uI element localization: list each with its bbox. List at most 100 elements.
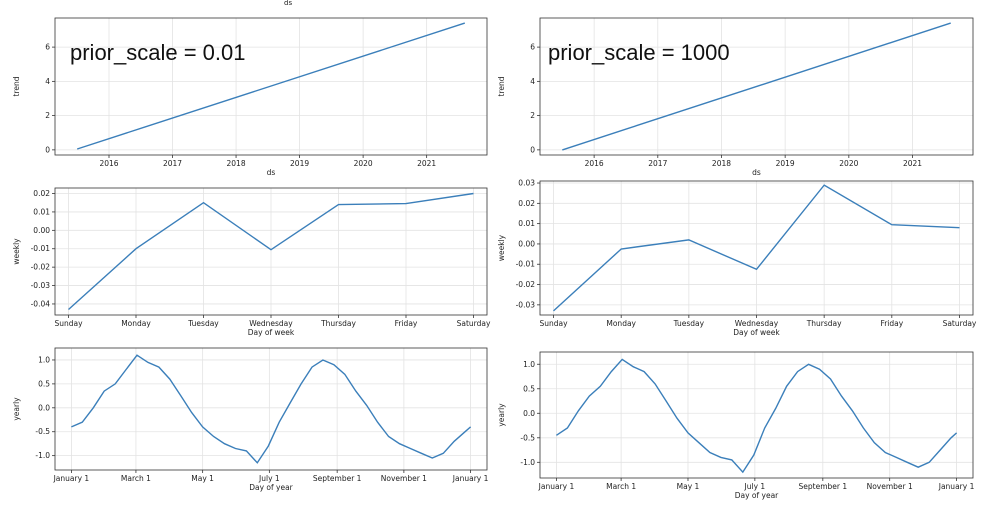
xtick-label-2-1: March 1 (121, 474, 151, 483)
data-point-5-33 (918, 467, 919, 468)
xtick-label-0-4: 2020 (354, 159, 373, 168)
data-point-2-20 (290, 402, 291, 403)
data-point-4-4 (824, 184, 825, 185)
data-point-2-26 (355, 390, 356, 391)
data-point-2-4 (115, 383, 116, 384)
yaxis-title-3: trend (497, 76, 506, 96)
data-point-2-34 (443, 453, 444, 454)
xtick-label-2-6: January 1 (452, 474, 489, 483)
xtick-label-4-6: Saturday (943, 319, 977, 328)
xaxis-title-0: ds (267, 168, 276, 177)
data-point-5-3 (589, 396, 590, 397)
data-point-5-5 (611, 371, 612, 372)
ytick-label-5-0: -1.0 (520, 458, 535, 467)
ytick-label-2-2: 0.0 (38, 403, 50, 412)
data-point-2-10 (180, 395, 181, 396)
data-point-5-27 (852, 410, 853, 411)
data-point-2-24 (333, 364, 334, 365)
data-point-5-22 (797, 371, 798, 372)
right-panel-title: prior_scale = 1000 (548, 40, 730, 65)
data-point-2-18 (268, 445, 269, 446)
data-point-2-21 (300, 383, 301, 384)
data-point-2-31 (410, 448, 411, 449)
data-point-5-29 (874, 442, 875, 443)
xaxis-title-2: Day of year (249, 483, 293, 492)
xtick-label-5-3: July 1 (744, 482, 766, 491)
data-point-2-16 (246, 450, 247, 451)
data-point-5-2 (578, 410, 579, 411)
data-point-4-0 (553, 310, 554, 311)
xtick-label-1-1: Monday (121, 319, 151, 328)
data-point-5-12 (687, 432, 688, 433)
data-point-4-6 (959, 227, 960, 228)
data-point-4-1 (621, 248, 622, 249)
xtick-label-2-4: September 1 (313, 474, 362, 483)
data-point-5-28 (863, 427, 864, 428)
xaxis-title-1: Day of week (248, 328, 295, 337)
ytick-label-2-3: 0.5 (38, 379, 50, 388)
xtick-label-0-0: 2016 (99, 159, 118, 168)
data-point-2-35 (454, 441, 455, 442)
xtick-label-5-2: May 1 (677, 482, 700, 491)
data-point-2-33 (432, 457, 433, 458)
xtick-label-0-3: 2019 (290, 159, 309, 168)
data-point-2-37 (470, 426, 471, 427)
xtick-label-2-2: May 1 (191, 474, 214, 483)
xtick-label-1-3: Wednesday (249, 319, 293, 328)
xtick-label-1-5: Friday (395, 319, 418, 328)
data-point-2-11 (191, 412, 192, 413)
xtick-label-0-2: 2018 (227, 159, 246, 168)
axes-frame-2 (54, 347, 488, 471)
data-point-1-0 (68, 309, 69, 310)
ytick-label-2-4: 1.0 (38, 355, 50, 364)
data-point-0-0 (77, 148, 78, 149)
data-point-2-15 (235, 448, 236, 449)
yaxis-title-1: weekly (12, 238, 21, 265)
xtick-label-4-4: Thursday (806, 319, 842, 328)
xtick-label-2-0: January 1 (53, 474, 90, 483)
yaxis-title-2: yearly (12, 397, 21, 421)
series-line-4 (553, 184, 960, 312)
data-point-5-0 (556, 435, 557, 436)
series-line-3 (562, 22, 951, 151)
ytick-label-2-0: -1.0 (35, 451, 50, 460)
xtick-label-3-0: 2016 (585, 159, 604, 168)
ytick-label-4-3: 0.00 (518, 239, 535, 248)
data-point-2-3 (104, 390, 105, 391)
ytick-label-4-4: 0.01 (518, 219, 535, 228)
data-point-2-2 (93, 407, 94, 408)
data-point-5-30 (885, 452, 886, 453)
data-point-2-9 (169, 378, 170, 379)
series-line-0 (76, 22, 466, 150)
series-line-5 (556, 358, 958, 474)
data-point-2-6 (136, 355, 137, 356)
ytick-label-5-4: 1.0 (523, 360, 535, 369)
yaxis-title-4: weekly (497, 234, 506, 261)
data-point-5-37 (956, 432, 957, 433)
ytick-label-3-0: 0 (530, 145, 535, 154)
xtick-label-2-3: July 1 (258, 474, 280, 483)
data-point-2-13 (213, 436, 214, 437)
xtick-label-4-0: Sunday (539, 319, 568, 328)
data-point-2-0 (71, 426, 72, 427)
ytick-label-5-3: 0.5 (523, 384, 535, 393)
data-point-2-27 (366, 405, 367, 406)
xtick-label-3-4: 2020 (839, 159, 858, 168)
ytick-label-0-0: 0 (45, 145, 50, 154)
xaxis-title-3: ds (752, 168, 761, 177)
data-point-5-18 (753, 454, 754, 455)
data-point-5-6 (622, 359, 623, 360)
data-point-5-9 (655, 383, 656, 384)
left-panel-title: prior_scale = 0.01 (70, 40, 246, 65)
data-point-2-23 (322, 359, 323, 360)
data-point-2-32 (421, 453, 422, 454)
data-point-1-1 (135, 248, 136, 249)
xtick-label-4-3: Wednesday (735, 319, 779, 328)
series-line-2 (71, 354, 472, 464)
data-point-1-2 (203, 202, 204, 203)
data-point-0-1 (464, 23, 465, 24)
ytick-label-1-5: 0.01 (33, 207, 50, 216)
data-point-3-1 (950, 23, 951, 24)
xtick-label-3-1: 2017 (648, 159, 667, 168)
